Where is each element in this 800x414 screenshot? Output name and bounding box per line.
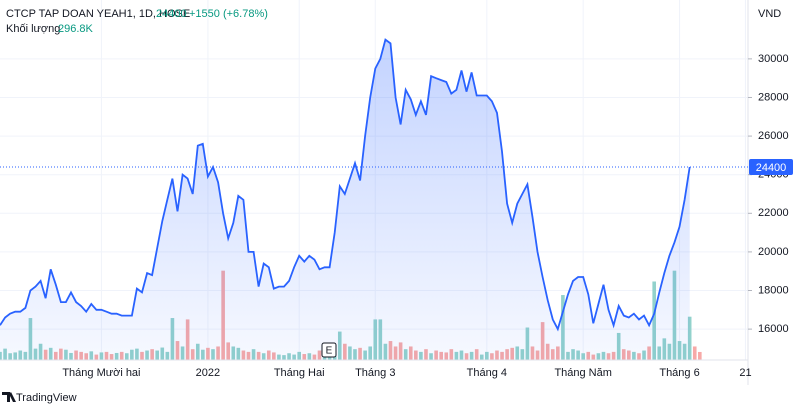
last-price: 24400 bbox=[156, 8, 187, 20]
x-tick-label: 21 bbox=[739, 367, 751, 379]
brand-logo[interactable] bbox=[2, 392, 16, 402]
y-tick-label: 22000 bbox=[758, 207, 789, 219]
price-line bbox=[0, 38, 691, 332]
y-tick-label: 20000 bbox=[758, 246, 789, 258]
plot bbox=[0, 38, 691, 360]
volume-bar bbox=[698, 351, 702, 360]
y-tick-label: 18000 bbox=[758, 284, 789, 296]
last-price-label: 24400 bbox=[756, 162, 787, 174]
x-tick-label: Tháng Hai bbox=[274, 367, 325, 379]
volume-bar bbox=[692, 346, 697, 360]
x-tick-label: Tháng 6 bbox=[659, 367, 699, 379]
x-tick-label: Tháng 4 bbox=[467, 367, 507, 379]
volume-label: Khối lượng bbox=[6, 23, 60, 35]
x-tick-label: Tháng Mười hai bbox=[62, 367, 140, 379]
y-tick-label: 26000 bbox=[758, 130, 789, 142]
symbol-title: CTCP TAP DOAN YEAH1, 1D, HOSE bbox=[6, 8, 190, 20]
x-tick-label: 2022 bbox=[196, 367, 220, 379]
event-marker[interactable] bbox=[321, 342, 337, 358]
price-area bbox=[0, 39, 690, 360]
brand[interactable]: TradingView bbox=[16, 392, 77, 404]
price-change: +1550 (+6.78%) bbox=[189, 8, 268, 20]
volume-last: 296.8K bbox=[58, 23, 94, 35]
event-label[interactable]: E bbox=[326, 346, 333, 357]
last-price-badge bbox=[749, 158, 793, 175]
x-tick-label: Tháng Năm bbox=[554, 367, 611, 379]
x-tick-label: Tháng 3 bbox=[355, 367, 395, 379]
y-tick-label: 30000 bbox=[758, 53, 789, 65]
currency: VND bbox=[758, 8, 781, 20]
y-tick-label: 28000 bbox=[758, 91, 789, 103]
y-tick-label: 16000 bbox=[758, 323, 789, 335]
